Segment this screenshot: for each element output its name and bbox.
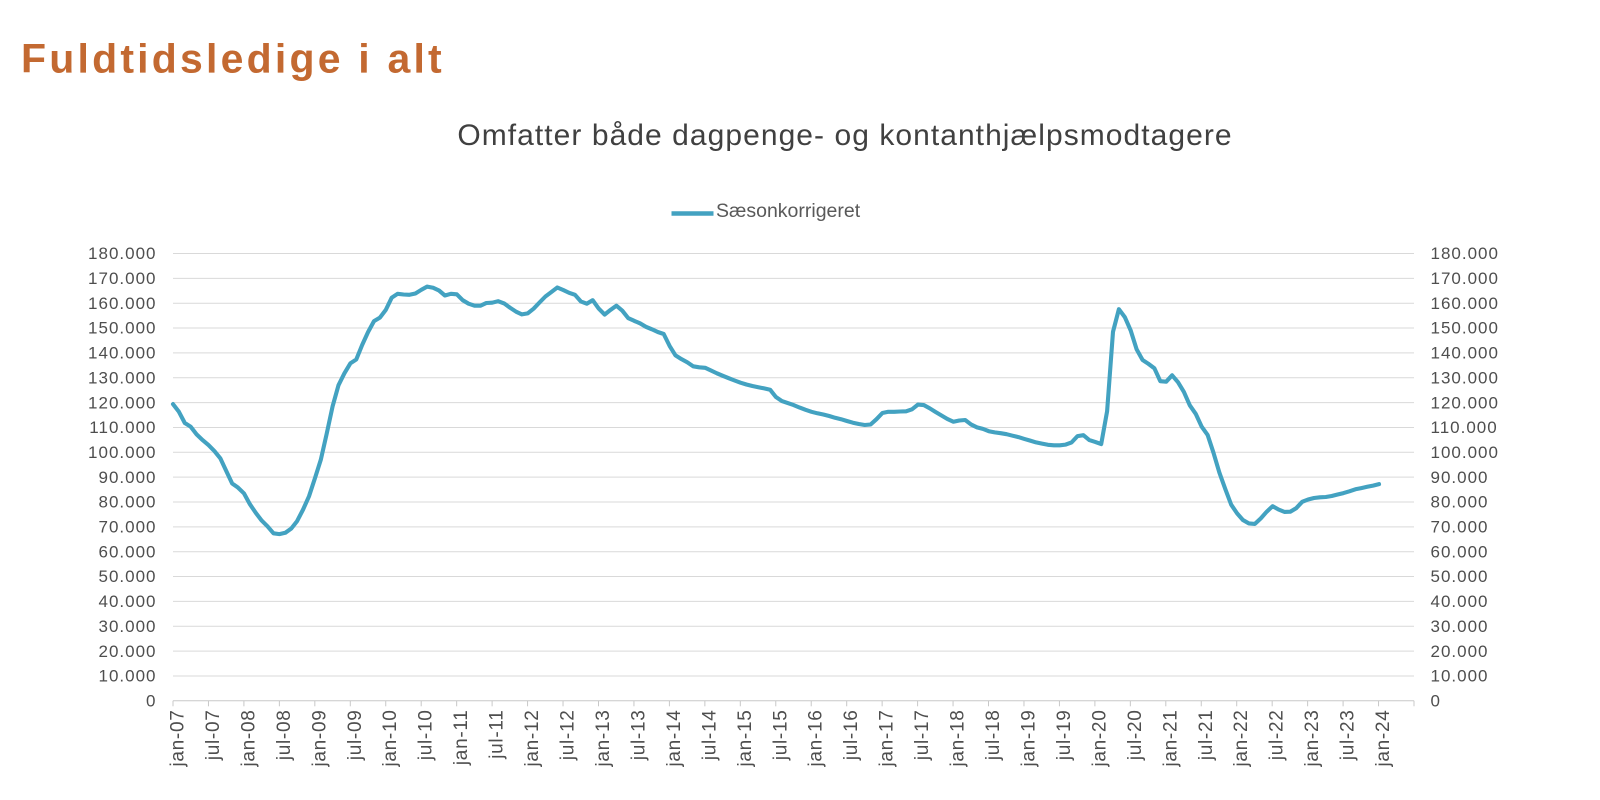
svg-text:160.000: 160.000 [88, 294, 156, 313]
svg-text:40.000: 40.000 [99, 592, 157, 611]
svg-text:110.000: 110.000 [89, 418, 156, 437]
svg-text:150.000: 150.000 [88, 319, 156, 338]
svg-text:50.000: 50.000 [99, 567, 157, 586]
svg-text:jan-17: jan-17 [877, 710, 898, 768]
svg-text:jan-18: jan-18 [948, 710, 969, 768]
svg-text:jul-12: jul-12 [558, 710, 579, 762]
svg-text:160.000: 160.000 [1431, 294, 1499, 313]
svg-text:jan-12: jan-12 [522, 710, 543, 768]
svg-text:jul-08: jul-08 [274, 710, 295, 762]
svg-text:20.000: 20.000 [99, 642, 157, 661]
svg-text:Fuldtidsledige i alt: Fuldtidsledige i alt [21, 36, 445, 82]
svg-text:170.000: 170.000 [1431, 269, 1499, 288]
svg-text:jan-22: jan-22 [1231, 710, 1252, 768]
svg-text:jan-23: jan-23 [1302, 710, 1323, 768]
svg-text:130.000: 130.000 [1431, 368, 1499, 387]
svg-text:180.000: 180.000 [88, 244, 156, 263]
svg-text:180.000: 180.000 [1431, 244, 1499, 263]
svg-text:jul-22: jul-22 [1267, 710, 1288, 762]
svg-text:jul-23: jul-23 [1338, 710, 1359, 762]
svg-text:jul-10: jul-10 [416, 710, 437, 762]
svg-text:100.000: 100.000 [1431, 443, 1499, 462]
svg-text:jan-08: jan-08 [238, 710, 259, 768]
svg-text:90.000: 90.000 [99, 468, 157, 487]
svg-text:50.000: 50.000 [1431, 567, 1489, 586]
svg-text:jul-09: jul-09 [345, 710, 366, 762]
svg-text:130.000: 130.000 [88, 368, 156, 387]
svg-text:0: 0 [146, 692, 156, 711]
svg-text:10.000: 10.000 [1431, 667, 1489, 686]
svg-text:jan-14: jan-14 [664, 710, 685, 768]
svg-text:jan-15: jan-15 [735, 710, 756, 768]
svg-text:jul-21: jul-21 [1196, 710, 1217, 762]
svg-text:80.000: 80.000 [99, 493, 157, 512]
svg-text:jul-18: jul-18 [983, 710, 1004, 762]
svg-text:30.000: 30.000 [1431, 617, 1489, 636]
svg-text:100.000: 100.000 [88, 443, 156, 462]
svg-text:110.000: 110.000 [1431, 418, 1498, 437]
svg-text:140.000: 140.000 [88, 344, 156, 363]
svg-text:60.000: 60.000 [1431, 542, 1489, 561]
svg-text:Sæsonkorrigeret: Sæsonkorrigeret [716, 200, 861, 222]
svg-text:jan-24: jan-24 [1373, 710, 1394, 768]
svg-text:60.000: 60.000 [99, 542, 157, 561]
svg-text:170.000: 170.000 [88, 269, 156, 288]
svg-text:140.000: 140.000 [1431, 344, 1499, 363]
svg-text:jul-17: jul-17 [912, 710, 933, 762]
svg-text:30.000: 30.000 [99, 617, 157, 636]
svg-text:jan-07: jan-07 [168, 710, 189, 768]
svg-text:10.000: 10.000 [99, 667, 157, 686]
svg-text:40.000: 40.000 [1431, 592, 1489, 611]
svg-text:jul-15: jul-15 [770, 710, 791, 762]
svg-text:120.000: 120.000 [1431, 393, 1499, 412]
svg-text:jan-11: jan-11 [451, 710, 472, 767]
svg-text:jan-19: jan-19 [1018, 710, 1039, 768]
svg-text:0: 0 [1431, 692, 1441, 711]
svg-text:jan-09: jan-09 [309, 710, 330, 768]
svg-text:Omfatter både dagpenge- og kon: Omfatter både dagpenge- og kontanthjælps… [457, 119, 1232, 152]
svg-text:jan-13: jan-13 [593, 710, 614, 768]
svg-text:jul-07: jul-07 [203, 710, 224, 762]
svg-text:20.000: 20.000 [1431, 642, 1489, 661]
svg-text:jan-20: jan-20 [1089, 710, 1110, 768]
svg-text:jan-16: jan-16 [806, 710, 827, 768]
svg-text:150.000: 150.000 [1431, 319, 1499, 338]
svg-text:jul-20: jul-20 [1125, 710, 1146, 762]
svg-text:70.000: 70.000 [1431, 518, 1489, 537]
svg-text:70.000: 70.000 [99, 518, 157, 537]
svg-text:90.000: 90.000 [1431, 468, 1489, 487]
svg-text:jan-21: jan-21 [1160, 710, 1181, 768]
svg-text:jul-19: jul-19 [1054, 710, 1075, 762]
svg-text:jul-16: jul-16 [841, 710, 862, 762]
svg-text:jan-10: jan-10 [380, 710, 401, 768]
svg-text:80.000: 80.000 [1431, 493, 1489, 512]
svg-text:jul-11: jul-11 [487, 710, 508, 760]
svg-text:jul-14: jul-14 [699, 710, 720, 762]
svg-text:120.000: 120.000 [88, 393, 156, 412]
svg-text:jul-13: jul-13 [628, 710, 649, 762]
